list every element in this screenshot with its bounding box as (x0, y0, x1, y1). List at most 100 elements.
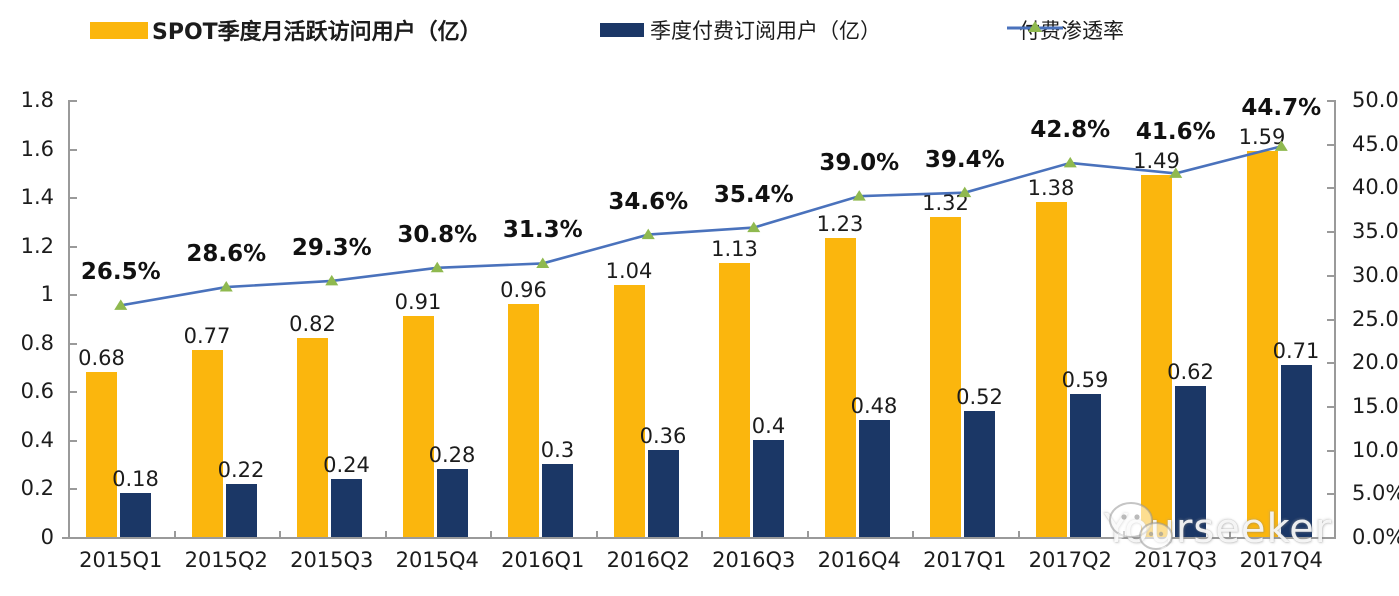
y-axis-right-label: 45.0% (1352, 131, 1399, 156)
x-axis-tick (701, 531, 703, 537)
penetration-marker-icon (641, 228, 655, 240)
subs-bar (331, 478, 362, 537)
penetration-marker-icon (325, 274, 339, 286)
x-axis-tick (279, 531, 281, 537)
penetration-marker-icon (852, 190, 866, 201)
penetration-value-label: 35.4% (713, 181, 794, 208)
penetration-value-label: 28.6% (186, 241, 267, 268)
mau-value-label: 0.82 (289, 311, 336, 336)
y-axis-right-tick (1327, 537, 1334, 539)
subs-value-label: 0.59 (1061, 367, 1109, 392)
x-axis-category-label: 2015Q1 (79, 548, 163, 572)
mau-bar (508, 303, 539, 537)
penetration-marker-icon (1063, 156, 1077, 168)
y-axis-right (1334, 100, 1336, 538)
y-axis-left-label: 1.4 (20, 185, 54, 210)
subs-bar (1175, 386, 1206, 537)
x-axis-tick (173, 531, 176, 537)
x-axis-category-label: 2017Q2 (1028, 548, 1112, 572)
penetration-value-label: 26.5% (80, 259, 161, 286)
penetration-marker-icon (1274, 140, 1288, 151)
y-axis-left-tick (70, 294, 77, 297)
y-axis-left-label: 1.6 (20, 136, 54, 161)
mau-value-label: 1.13 (711, 236, 758, 261)
subs-bar (436, 469, 468, 537)
subs-value-label: 0.18 (112, 467, 159, 492)
y-axis-right-label: 50.0% (1352, 88, 1399, 112)
x-axis-tick (1017, 531, 1020, 537)
mau-bar-swatch-icon (90, 21, 148, 39)
mau-bar (402, 316, 434, 537)
mau-bar (191, 350, 223, 537)
x-axis-tick (595, 531, 598, 537)
y-axis-right-tick (1327, 318, 1334, 321)
mau-bar (1246, 150, 1278, 537)
y-axis-right-tick (1327, 493, 1334, 496)
y-axis-right-label: 15.0% (1352, 393, 1399, 418)
y-axis-right-label: 40.0% (1352, 175, 1399, 200)
penetration-marker-icon (430, 261, 444, 273)
legend-item-penetration: 付费渗透率 (1007, 18, 1124, 43)
legend-mau-label: SPOT季度月活跃访问用户（亿） (152, 20, 482, 45)
y-axis-left-label: 0.4 (20, 427, 54, 452)
y-axis-right-tick (1327, 362, 1334, 365)
mau-value-label: 0.96 (500, 277, 547, 302)
line-marker-swatch-icon (1007, 21, 1063, 32)
subs-value-label: 0.3 (540, 438, 575, 463)
y-axis-left-label: 0.2 (20, 476, 54, 501)
mau-value-label: 0.68 (78, 345, 125, 370)
x-axis-category-label: 2016Q3 (712, 548, 796, 572)
y-axis-left-label: 0.6 (20, 379, 54, 404)
y-axis-left-tick (70, 342, 77, 345)
y-axis-left-label: 0.8 (20, 330, 54, 355)
penetration-value-label: 34.6% (608, 188, 689, 215)
subs-bar (542, 464, 573, 537)
mau-bar (86, 371, 117, 537)
mau-value-label: 1.23 (816, 212, 864, 237)
y-axis-right-tick (1327, 143, 1334, 146)
y-axis-left-tick (70, 197, 77, 200)
penetration-value-label: 30.8% (397, 221, 478, 248)
x-axis-category-label: 2015Q4 (395, 548, 479, 572)
x-axis-tick (68, 531, 70, 537)
mau-bar (824, 238, 856, 537)
y-axis-right-label: 30.0% (1352, 262, 1399, 287)
mau-value-label: 1.59 (1238, 124, 1286, 149)
penetration-marker-icon (536, 257, 550, 268)
y-axis-left-tick (70, 488, 77, 491)
subs-bar (120, 493, 151, 537)
subs-value-label: 0.36 (639, 423, 687, 448)
penetration-marker-icon (1169, 167, 1183, 178)
penetration-marker-icon (747, 221, 761, 233)
subs-bar (964, 410, 995, 537)
subs-value-label: 0.48 (850, 394, 898, 419)
x-axis-tick (490, 531, 492, 537)
y-axis-right-label: 0.0% (1352, 525, 1399, 549)
y-axis-right-tick (1327, 100, 1334, 102)
y-axis-right-tick (1327, 231, 1334, 234)
x-axis-category-label: 2015Q2 (184, 548, 268, 572)
x-axis-tick (806, 531, 809, 537)
subs-bar (1280, 364, 1312, 537)
penetration-value-label: 39.0% (819, 150, 900, 177)
penetration-value-label: 44.7% (1241, 94, 1322, 121)
subs-value-label: 0.52 (956, 384, 1003, 409)
mau-bar (719, 262, 750, 537)
x-axis-tick (384, 531, 387, 537)
y-axis-left-tick (70, 537, 77, 539)
mau-bar (930, 216, 961, 537)
penetration-marker-icon (958, 186, 972, 198)
x-axis-tick (912, 531, 914, 537)
y-axis-left (68, 100, 70, 538)
x-axis-category-label: 2016Q1 (501, 548, 585, 572)
y-axis-right-label: 5.0% (1352, 481, 1399, 506)
subs-value-label: 0.22 (217, 457, 265, 482)
penetration-value-label: 31.3% (502, 217, 583, 244)
y-axis-left-label: 1 (40, 282, 54, 307)
y-axis-right-label: 35.0% (1352, 219, 1399, 244)
y-axis-left-tick (70, 148, 77, 151)
mau-value-label: 1.38 (1027, 175, 1075, 200)
